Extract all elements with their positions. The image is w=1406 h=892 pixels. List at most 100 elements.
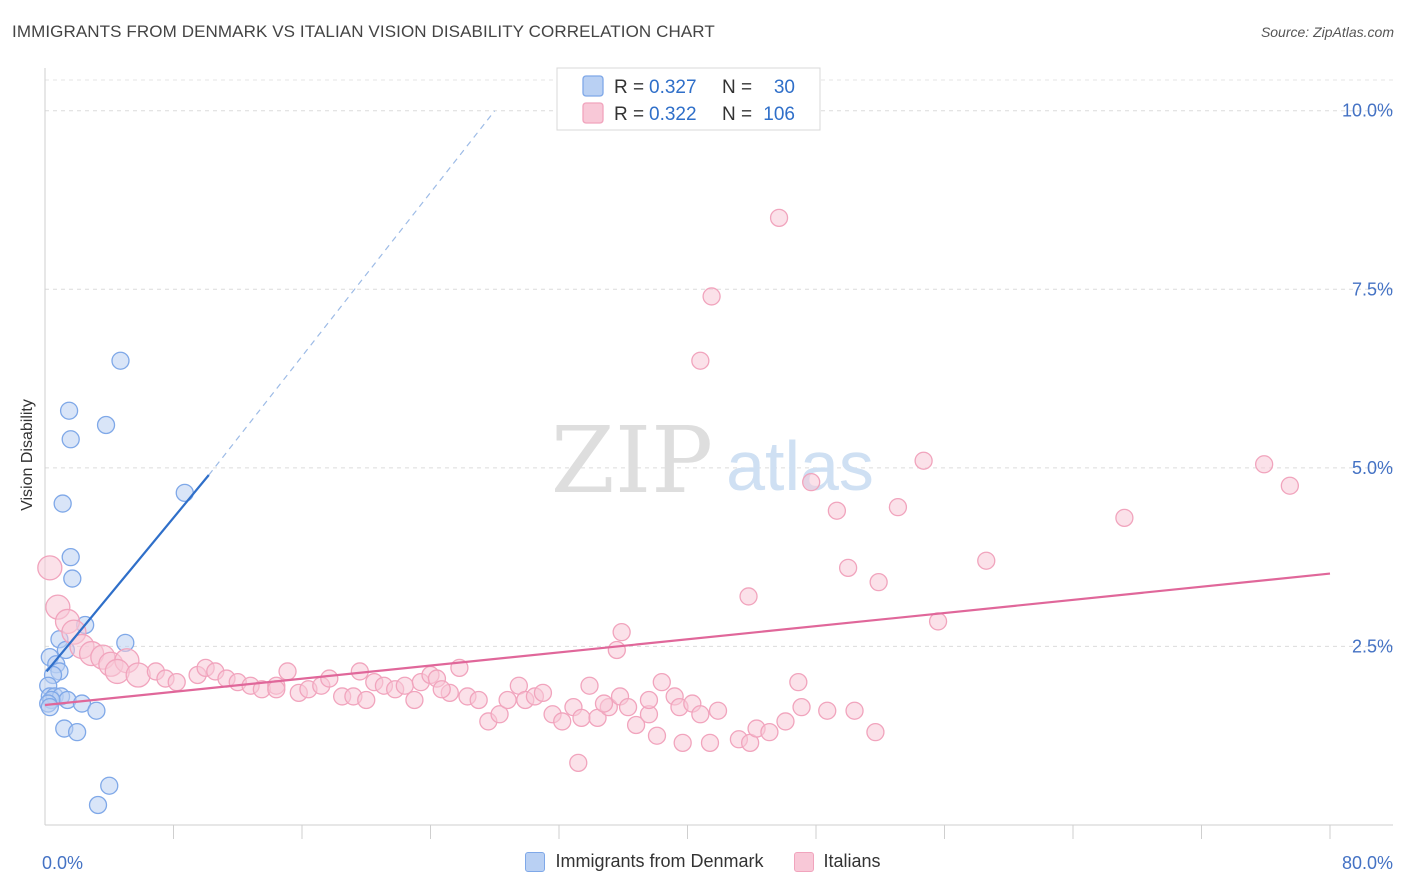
point-italians-30 [167, 672, 186, 692]
point-italians-80 [647, 726, 667, 745]
point-italians-71 [572, 708, 591, 728]
point-denmark-29 [88, 795, 108, 815]
point-italians-78 [626, 715, 646, 735]
trend-lines [44, 110, 1331, 707]
point-italians-3 [914, 451, 933, 470]
legend-swatch-italians [793, 851, 814, 872]
point-italians-0 [769, 208, 789, 228]
point-denmark-23 [72, 694, 92, 713]
point-italians-14 [37, 555, 63, 581]
point-italians-88 [708, 701, 728, 720]
point-italians-60 [469, 690, 488, 710]
point-italians-101 [267, 680, 286, 699]
point-italians-84 [673, 733, 692, 753]
legend-label-denmark: Immigrants from Denmark [555, 851, 764, 871]
point-italians-43 [320, 669, 339, 688]
point-italians-47 [357, 690, 376, 710]
legend-label-italians: Italians [823, 851, 881, 871]
gridlines [45, 79, 1393, 647]
point-italians-81 [652, 672, 671, 692]
y-tick-label-1: 5.0% [1352, 458, 1393, 478]
point-italians-87 [700, 733, 720, 753]
axes [44, 68, 1393, 839]
point-denmark-28 [100, 776, 119, 795]
point-denmark-3 [61, 430, 80, 449]
legend-n-label-italians: N = [722, 104, 752, 125]
point-italians-95 [789, 672, 808, 692]
legend-r-label-italians: R = [614, 104, 644, 125]
point-denmark-7 [63, 569, 82, 588]
point-italians-6 [802, 472, 821, 492]
point-italians-39 [278, 662, 297, 681]
point-italians-86 [691, 705, 710, 724]
correlation-legend: R = 0.327 N = 30 R = 0.322 N = 106 [556, 67, 821, 131]
point-italians-63 [498, 690, 517, 710]
series-denmark-points [39, 351, 194, 815]
point-denmark-0 [111, 351, 130, 370]
point-italians-97 [845, 701, 864, 720]
point-italians-20 [607, 640, 626, 660]
point-italians-72 [580, 676, 599, 695]
point-italians-12 [869, 572, 888, 592]
point-denmark-1 [59, 401, 79, 420]
trend-line-italians [44, 572, 1331, 707]
point-italians-9 [1115, 508, 1134, 528]
point-denmark-25 [87, 701, 106, 720]
chart-title: IMMIGRANTS FROM DENMARK VS ITALIAN VISIO… [12, 22, 715, 41]
point-italians-13 [739, 587, 758, 606]
watermark-zip: ZIP [551, 407, 713, 514]
point-denmark-27 [67, 722, 87, 742]
point-italians-98 [866, 722, 885, 742]
point-italians-99 [569, 753, 588, 773]
point-denmark-24 [40, 697, 59, 717]
legend-n-value-italians: 106 [763, 104, 795, 125]
x-tick-label-min: 0.0% [42, 853, 83, 873]
legend-r-value-denmark: 0.327 [649, 77, 697, 98]
point-italians-5 [1280, 476, 1299, 495]
y-tick-label-2: 7.5% [1352, 279, 1393, 299]
point-italians-4 [1254, 455, 1274, 474]
point-italians-93 [776, 712, 795, 731]
legend-swatch-denmark [582, 75, 604, 97]
point-italians-1 [702, 287, 721, 306]
point-italians-62 [490, 705, 509, 724]
trend-line-denmark-extension [208, 110, 496, 476]
point-italians-92 [760, 722, 779, 742]
tick-labels: 2.5% 5.0% 7.5% 10.0% 0.0% 80.0% [42, 101, 1393, 873]
point-italians-57 [432, 680, 451, 699]
legend-n-label-denmark: N = [722, 77, 752, 98]
point-italians-26 [104, 658, 130, 685]
legend-item-italians[interactable]: Italians [793, 851, 881, 872]
x-tick-label-max: 80.0% [1342, 853, 1393, 873]
legend-swatch-italians [582, 102, 604, 124]
point-italians-19 [612, 622, 631, 642]
legend-r-value-italians: 0.322 [649, 104, 697, 125]
watermark: ZIP atlas [551, 407, 874, 514]
legend-swatch-denmark [525, 851, 546, 872]
point-italians-77 [618, 697, 638, 717]
legend-n-value-denmark: 30 [774, 77, 795, 98]
point-italians-52 [405, 690, 424, 710]
trend-line-denmark [45, 474, 210, 673]
point-italians-27 [125, 662, 151, 688]
point-italians-75 [594, 694, 614, 713]
legend-r-label-denmark: R = [614, 77, 644, 98]
point-denmark-4 [175, 483, 194, 503]
point-italians-69 [553, 712, 572, 731]
point-denmark-2 [96, 415, 116, 435]
watermark-atlas: atlas [726, 427, 874, 505]
point-italians-11 [838, 558, 858, 578]
point-italians-8 [888, 497, 908, 517]
point-denmark-6 [61, 547, 80, 567]
point-italians-100 [639, 690, 659, 710]
point-italians-18 [928, 612, 948, 631]
y-tick-label-3: 10.0% [1342, 101, 1393, 121]
point-italians-2 [691, 351, 710, 370]
source-label: Source: ZipAtlas.com [1260, 24, 1394, 40]
legend-item-denmark[interactable]: Immigrants from Denmark [525, 851, 764, 872]
series-legend: Immigrants from Denmark Italians [0, 851, 1406, 872]
point-italians-67 [533, 683, 553, 703]
point-italians-94 [792, 697, 811, 717]
y-tick-label-0: 2.5% [1352, 636, 1393, 656]
